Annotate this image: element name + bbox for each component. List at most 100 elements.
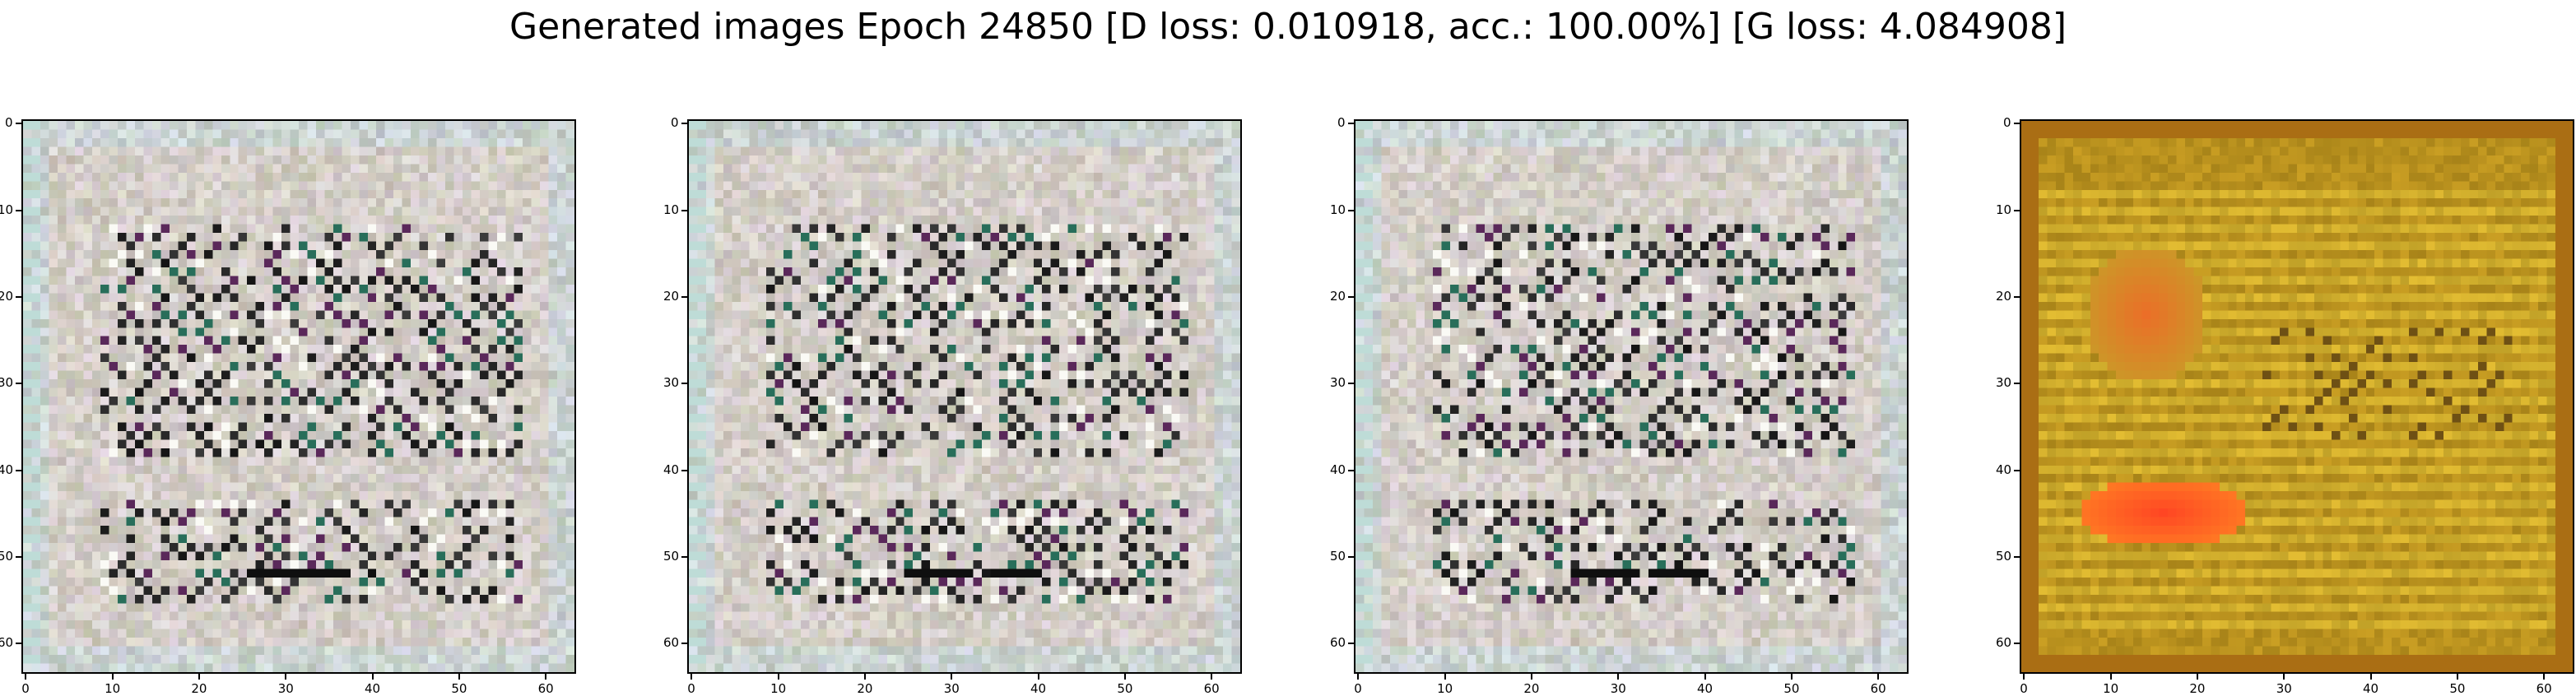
x-tick-mark xyxy=(545,674,547,680)
x-tick-label: 10 xyxy=(1437,681,1453,696)
y-tick-label: 50 xyxy=(1996,548,2012,564)
x-tick-label: 20 xyxy=(191,681,207,696)
y-tick-mark xyxy=(681,643,687,645)
y-tick-label: 10 xyxy=(663,202,680,217)
x-tick-label: 20 xyxy=(2189,681,2206,696)
x-tick-label: 0 xyxy=(21,681,30,696)
x-tick-mark xyxy=(1704,674,1706,680)
x-tick-mark xyxy=(1617,674,1620,680)
y-tick-mark xyxy=(1348,555,1354,558)
x-tick-label: 10 xyxy=(2103,681,2119,696)
x-tick-label: 40 xyxy=(2363,681,2379,696)
x-tick-mark xyxy=(1790,674,1793,680)
x-tick-mark xyxy=(2109,674,2112,680)
generated-image-1 xyxy=(21,119,576,674)
x-tick-mark xyxy=(2283,674,2285,680)
x-tick-mark xyxy=(285,674,287,680)
y-tick-label: 0 xyxy=(1337,115,1346,131)
x-tick-mark xyxy=(777,674,779,680)
x-tick-mark xyxy=(1530,674,1532,680)
y-tick-label: 0 xyxy=(2003,115,2011,131)
x-tick-label: 30 xyxy=(2276,681,2292,696)
y-tick-label: 60 xyxy=(663,635,680,651)
y-tick-mark xyxy=(1348,123,1354,125)
x-tick-mark xyxy=(198,674,200,680)
y-tick-label: 60 xyxy=(1330,635,1346,651)
x-tick-mark xyxy=(1123,674,1126,680)
x-tick-label: 40 xyxy=(1030,681,1047,696)
y-tick-label: 20 xyxy=(1996,288,2012,304)
x-tick-label: 30 xyxy=(943,681,960,696)
y-tick-label: 40 xyxy=(1330,462,1346,477)
y-tick-mark xyxy=(681,383,687,385)
y-tick-label: 20 xyxy=(0,288,14,304)
y-tick-mark xyxy=(2014,555,2020,558)
x-tick-mark xyxy=(458,674,460,680)
y-tick-label: 60 xyxy=(1996,635,2012,651)
y-tick-label: 10 xyxy=(1330,202,1346,217)
y-tick-mark xyxy=(1348,643,1354,645)
x-tick-mark xyxy=(863,674,866,680)
y-tick-mark xyxy=(16,209,21,211)
x-tick-mark xyxy=(1211,674,1213,680)
x-tick-label: 30 xyxy=(1610,681,1626,696)
x-tick-mark xyxy=(2543,674,2546,680)
y-tick-label: 40 xyxy=(1996,462,2012,477)
y-tick-mark xyxy=(2014,643,2020,645)
y-tick-label: 40 xyxy=(0,462,14,477)
x-tick-label: 50 xyxy=(2449,681,2466,696)
generated-image-2 xyxy=(687,119,1242,674)
x-tick-mark xyxy=(1357,674,1360,680)
y-tick-label: 50 xyxy=(663,548,680,564)
y-tick-label: 50 xyxy=(1330,548,1346,564)
x-tick-label: 10 xyxy=(105,681,121,696)
x-tick-label: 30 xyxy=(277,681,294,696)
x-tick-label: 0 xyxy=(687,681,695,696)
y-tick-mark xyxy=(681,295,687,298)
x-tick-label: 40 xyxy=(1697,681,1713,696)
x-tick-label: 40 xyxy=(365,681,381,696)
y-tick-mark xyxy=(16,123,21,125)
generated-image-3 xyxy=(1354,119,1909,674)
y-tick-mark xyxy=(2014,123,2020,125)
x-tick-mark xyxy=(2456,674,2458,680)
x-tick-label: 50 xyxy=(1783,681,1800,696)
y-tick-mark xyxy=(2014,295,2020,298)
x-tick-label: 60 xyxy=(1870,681,1886,696)
y-tick-label: 30 xyxy=(1330,375,1346,391)
x-tick-mark xyxy=(951,674,953,680)
x-tick-label: 20 xyxy=(857,681,873,696)
x-tick-mark xyxy=(25,674,27,680)
y-tick-mark xyxy=(681,469,687,471)
x-tick-mark xyxy=(1037,674,1039,680)
x-tick-label: 60 xyxy=(2536,681,2552,696)
y-tick-label: 30 xyxy=(663,375,680,391)
y-tick-label: 0 xyxy=(5,115,13,131)
x-tick-mark xyxy=(111,674,114,680)
figure-title: Generated images Epoch 24850 [D loss: 0.… xyxy=(509,6,2067,48)
y-tick-mark xyxy=(1348,383,1354,385)
generated-image-4 xyxy=(2020,119,2574,674)
y-tick-label: 0 xyxy=(671,115,679,131)
x-tick-label: 0 xyxy=(2020,681,2028,696)
x-tick-mark xyxy=(371,674,374,680)
y-tick-mark xyxy=(1348,209,1354,211)
y-tick-mark xyxy=(1348,295,1354,298)
y-tick-mark xyxy=(681,555,687,558)
x-tick-label: 60 xyxy=(1203,681,1220,696)
y-tick-label: 40 xyxy=(663,462,680,477)
y-tick-label: 30 xyxy=(1996,375,2012,391)
y-tick-mark xyxy=(2014,383,2020,385)
y-tick-label: 10 xyxy=(1996,202,2012,217)
y-tick-mark xyxy=(16,643,21,645)
y-tick-mark xyxy=(16,295,21,298)
y-tick-mark xyxy=(2014,469,2020,471)
y-tick-mark xyxy=(16,383,21,385)
x-tick-label: 0 xyxy=(1354,681,1362,696)
y-tick-label: 30 xyxy=(0,375,14,391)
y-tick-mark xyxy=(681,209,687,211)
y-tick-label: 20 xyxy=(1330,288,1346,304)
x-tick-mark xyxy=(1444,674,1446,680)
y-tick-mark xyxy=(16,555,21,558)
y-tick-mark xyxy=(681,123,687,125)
